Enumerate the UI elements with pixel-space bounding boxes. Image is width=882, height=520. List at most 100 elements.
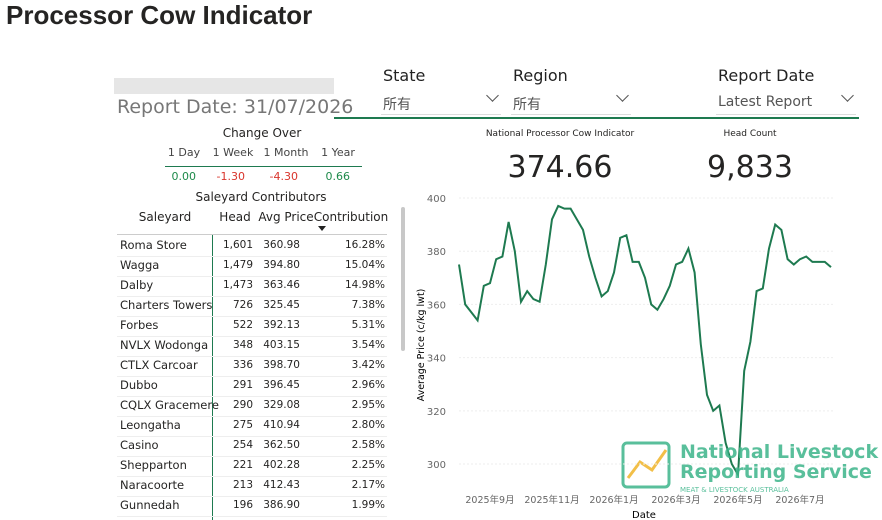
cell: 348 <box>232 339 253 351</box>
cell: 5.31% <box>351 319 385 331</box>
report-date: Report Date: 31/07/2026 <box>117 96 354 118</box>
filter-value: 所有 <box>513 97 541 113</box>
x-tick-label: 2025年11月 <box>524 494 579 506</box>
cell: 1.99% <box>351 499 385 511</box>
column-header: Head <box>219 210 251 224</box>
logo-icon <box>621 441 671 489</box>
cell: 325.45 <box>263 299 300 311</box>
x-tick-label: 2026年3月 <box>651 494 700 506</box>
cell: 1,479 <box>222 259 253 271</box>
cell: CTLX Carcoar <box>120 358 198 372</box>
cell: Forbes <box>120 318 159 332</box>
cell: 3.54% <box>351 339 385 351</box>
cell: 363.46 <box>263 279 300 291</box>
cell: Shepparton <box>120 458 187 472</box>
cell: 16.28% <box>344 239 385 251</box>
column-header: Avg Price <box>258 210 314 224</box>
cell: 1,601 <box>222 239 253 251</box>
cell: Wagga <box>120 258 160 272</box>
cell: Roma Store <box>120 238 187 252</box>
table-title: Saleyard Contributors <box>195 190 327 204</box>
kpi-label: Head Count <box>723 129 777 139</box>
cell: 291 <box>232 379 253 391</box>
cell: 398.70 <box>263 359 300 371</box>
y-tick-label: 400 <box>427 194 446 205</box>
logo-text: National Livestock <box>680 441 878 463</box>
filter-dropdown[interactable] <box>716 90 856 115</box>
price-line <box>458 204 832 479</box>
column-header: 1 Month <box>263 146 309 159</box>
cell: 196 <box>232 499 253 511</box>
cell: 726 <box>232 299 253 311</box>
column-header: 1 Week <box>212 146 254 159</box>
cell: 221 <box>232 459 253 471</box>
cell: 410.94 <box>263 419 300 431</box>
logo-text: Reporting Service <box>680 461 872 483</box>
kpi-value: 374.66 <box>507 150 613 185</box>
placeholder-bar <box>114 78 334 94</box>
logo-icon <box>626 449 668 479</box>
row-line <box>117 456 387 457</box>
row-line <box>117 316 387 317</box>
page-title: Processor Cow Indicator <box>6 0 313 30</box>
cell: 2.17% <box>351 479 385 491</box>
row-line <box>117 436 387 437</box>
divider <box>165 166 362 167</box>
cell: 1,473 <box>222 279 253 291</box>
kpi-label: National Processor Cow Indicator <box>485 129 635 139</box>
cell: 2.58% <box>351 439 385 451</box>
cell: 2.96% <box>351 379 385 391</box>
scrollbar[interactable] <box>401 207 405 351</box>
cell: Dubbo <box>120 378 158 392</box>
cell: 3.42% <box>351 359 385 371</box>
cell: 275 <box>232 419 253 431</box>
filter-label: Report Date <box>718 66 815 85</box>
cell: 2.80% <box>351 419 385 431</box>
row-line <box>117 356 387 357</box>
cell: NVLX Wodonga <box>120 338 209 352</box>
cell: 403.15 <box>263 339 300 351</box>
x-tick-label: 2026年7月 <box>775 494 824 506</box>
y-tick-label: 320 <box>427 407 446 418</box>
change-value: -1.30 <box>216 170 245 183</box>
row-line <box>117 516 387 517</box>
y-tick-label: 360 <box>427 300 446 311</box>
divider <box>334 117 859 119</box>
filter-dropdown[interactable] <box>511 90 631 115</box>
filter-label: State <box>383 66 426 85</box>
cell: 2.25% <box>351 459 385 471</box>
y-tick-label: 340 <box>427 354 446 365</box>
cell: Dalby <box>120 278 154 292</box>
y-axis-title: Average Price (c/kg lwt) <box>416 289 427 402</box>
x-axis-title: Date <box>632 510 656 520</box>
cell: 213 <box>232 479 253 491</box>
filter-value: 所有 <box>383 97 411 113</box>
x-tick-label: 2026年1月 <box>589 494 638 506</box>
cell: 396.45 <box>263 379 300 391</box>
y-tick-label: 380 <box>427 247 446 258</box>
filter-label: Region <box>513 66 568 85</box>
logo <box>621 441 671 489</box>
cell: Leongatha <box>120 418 181 432</box>
filter-dropdown[interactable] <box>381 90 501 115</box>
column-header: 1 Day <box>167 146 201 159</box>
column-divider <box>212 235 213 520</box>
kpi-value: 9,833 <box>707 150 793 185</box>
cell: 392.13 <box>263 319 300 331</box>
sort-arrow <box>318 226 326 231</box>
y-tick-label: 300 <box>427 460 446 471</box>
cell: 386.90 <box>263 499 300 511</box>
cell: Charters Towers <box>120 298 213 312</box>
cell: 394.80 <box>263 259 300 271</box>
change-value: 0.66 <box>325 170 351 183</box>
cell: 7.38% <box>351 299 385 311</box>
cell: Casino <box>120 438 159 452</box>
cell: 362.50 <box>263 439 300 451</box>
row-line <box>117 476 387 477</box>
column-header: Contribution <box>313 210 389 224</box>
change-value: 0.00 <box>171 170 197 183</box>
row-line <box>117 376 387 377</box>
cell: 2.95% <box>351 399 385 411</box>
